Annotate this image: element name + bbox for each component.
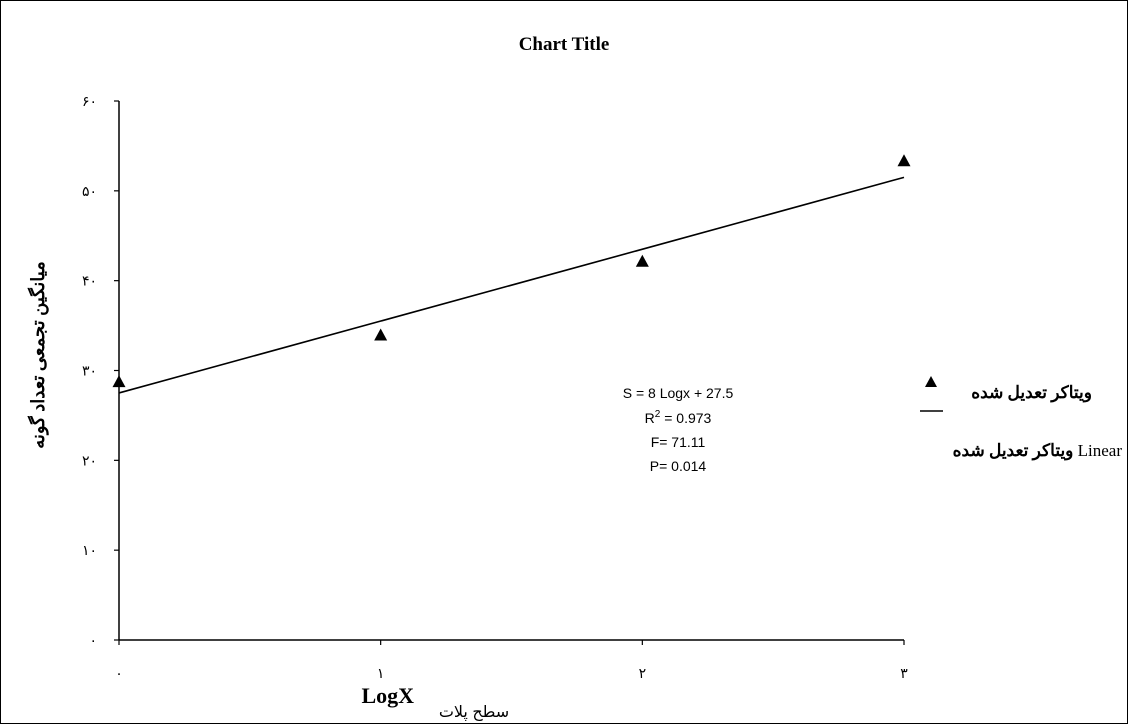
legend-label-series: ویتاکر تعدیل شده — [971, 383, 1092, 403]
y-tick-label: ۴۰ — [82, 273, 97, 289]
legend-marker-triangle — [925, 376, 937, 387]
y-tick-label: ۰ — [89, 632, 97, 648]
data-point-triangle — [635, 254, 649, 267]
chart-title: Chart Title — [519, 34, 610, 55]
trendline-group — [118, 176, 905, 394]
equation-annotation: S = 8 Logx + 27.5 R2 = 0.973 F= 71.11 P=… — [623, 385, 734, 474]
y-axis-label: میانگین تجمعی تعداد گونه — [27, 261, 49, 449]
y-tick-label: ۲۰ — [82, 452, 97, 468]
annotation-r-squared: R2 = 0.973 — [645, 409, 712, 426]
x-tick-label: ۱ — [377, 665, 385, 681]
legend: ویتاکر تعدیل شده ویتاکر تعدیل شده Linear — [920, 376, 1122, 461]
x-axis-label-latin: LogX — [361, 683, 414, 708]
ticks: ۰ ۱۰ ۲۰ ۳۰ ۴۰ ۵۰ ۶۰ ۰ ۱ ۲ ۳ — [82, 93, 908, 681]
x-tick-label: ۲ — [639, 665, 647, 681]
x-tick-label: ۰ — [115, 665, 123, 681]
data-point-triangle — [897, 154, 911, 167]
y-tick-label: ۳۰ — [82, 363, 97, 379]
legend-label-linear: ویتاکر تعدیل شده Linear — [953, 441, 1123, 461]
x-axis-label-persian: سطح پلات — [439, 704, 509, 722]
data-point-triangle — [112, 375, 126, 388]
y-tick-label: ۶۰ — [82, 93, 97, 109]
x-tick-label: ۳ — [900, 665, 908, 681]
annotation-f: F= 71.11 — [651, 434, 706, 450]
y-tick-label: ۵۰ — [82, 183, 97, 199]
data-point-triangle — [374, 328, 388, 341]
y-tick-label: ۱۰ — [82, 542, 97, 558]
points-group — [112, 154, 911, 388]
trendline — [118, 176, 905, 394]
annotation-equation: S = 8 Logx + 27.5 — [623, 385, 734, 401]
annotation-p: P= 0.014 — [650, 458, 707, 474]
